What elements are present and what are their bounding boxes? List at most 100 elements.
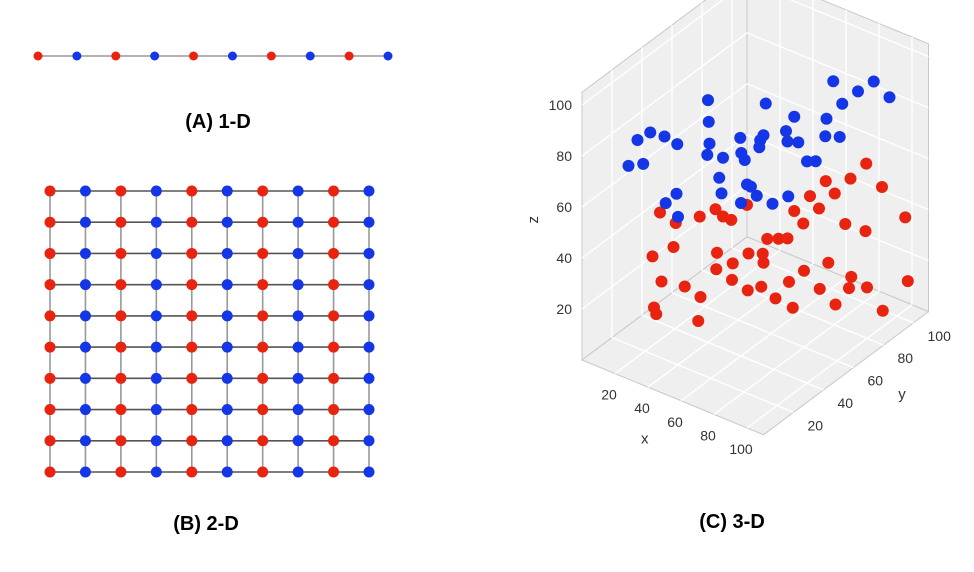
lattice-node bbox=[292, 185, 304, 197]
lattice-node bbox=[150, 466, 162, 478]
blue-point bbox=[852, 85, 864, 98]
grid-line bbox=[746, 32, 929, 109]
red-point bbox=[646, 250, 659, 263]
blue-point bbox=[659, 197, 672, 210]
lattice-node bbox=[186, 372, 198, 384]
red-point bbox=[761, 232, 774, 245]
lattice-node bbox=[79, 372, 91, 384]
chain-node bbox=[266, 51, 276, 61]
lattice-node bbox=[363, 216, 375, 228]
lattice-node bbox=[328, 341, 340, 353]
blue-point bbox=[780, 125, 792, 138]
lattice-node bbox=[186, 310, 198, 322]
lattice-node bbox=[257, 216, 269, 228]
red-point bbox=[757, 256, 770, 269]
chain-node bbox=[227, 51, 237, 61]
lattice-node bbox=[328, 247, 340, 259]
lattice-node bbox=[221, 404, 233, 416]
blue-point bbox=[702, 94, 714, 107]
red-point bbox=[726, 273, 738, 286]
lattice-node bbox=[328, 279, 340, 291]
grid-line bbox=[713, 290, 880, 415]
lattice-node bbox=[328, 216, 340, 228]
grid-line bbox=[581, 32, 748, 157]
lattice-node bbox=[115, 404, 127, 416]
lattice-node bbox=[115, 435, 127, 447]
blue-point bbox=[781, 135, 794, 148]
red-point bbox=[822, 256, 835, 269]
x-tick-label: 80 bbox=[700, 427, 716, 443]
red-point bbox=[648, 301, 660, 314]
blue-point bbox=[836, 97, 849, 110]
red-point bbox=[829, 298, 842, 311]
lattice-node bbox=[221, 435, 233, 447]
lattice-node bbox=[115, 216, 127, 228]
panel-c-label: (C) 3-D bbox=[699, 511, 765, 533]
z-tick-label: 100 bbox=[549, 97, 573, 113]
lattice-node bbox=[363, 247, 375, 259]
y-axis-title: y bbox=[898, 386, 906, 403]
grid-line bbox=[746, 134, 929, 211]
red-point bbox=[813, 282, 826, 295]
red-point bbox=[781, 232, 794, 245]
lattice-node bbox=[44, 185, 56, 197]
lattice-node bbox=[79, 404, 91, 416]
pane-floor bbox=[580, 236, 930, 436]
red-point bbox=[655, 275, 668, 288]
lattice-node bbox=[221, 279, 233, 291]
blue-point bbox=[701, 148, 714, 161]
blue-point bbox=[883, 91, 896, 104]
lattice-node bbox=[363, 466, 375, 478]
blue-point bbox=[631, 134, 644, 147]
lattice-node bbox=[186, 247, 198, 259]
grid-line bbox=[641, 314, 824, 391]
chain-node bbox=[150, 51, 160, 61]
lattice-node bbox=[328, 466, 340, 478]
lattice-node bbox=[44, 404, 56, 416]
lattice-node bbox=[292, 341, 304, 353]
blue-point bbox=[750, 189, 763, 202]
red-point bbox=[797, 217, 810, 230]
lattice-node bbox=[115, 466, 127, 478]
lattice-node bbox=[150, 341, 162, 353]
lattice-node bbox=[44, 216, 56, 228]
lattice-node bbox=[115, 372, 127, 384]
x-tick-label: 40 bbox=[634, 400, 650, 416]
blue-point bbox=[717, 151, 729, 164]
lattice-node bbox=[257, 372, 269, 384]
lattice-node bbox=[292, 466, 304, 478]
red-point bbox=[876, 304, 889, 317]
lattice-node bbox=[363, 185, 375, 197]
lattice-node bbox=[186, 404, 198, 416]
lattice-node bbox=[79, 341, 91, 353]
chain-node bbox=[383, 51, 393, 61]
red-point bbox=[692, 314, 705, 327]
y-tick-label: 20 bbox=[808, 417, 824, 433]
red-point bbox=[769, 292, 782, 305]
blue-point bbox=[819, 130, 832, 143]
y-tick-label: 60 bbox=[868, 373, 884, 389]
red-point bbox=[861, 281, 873, 294]
lattice-node bbox=[150, 435, 162, 447]
lattice-node bbox=[221, 310, 233, 322]
lattice-node bbox=[44, 341, 56, 353]
lattice-node bbox=[186, 279, 198, 291]
red-point bbox=[901, 275, 914, 288]
chain-node bbox=[305, 51, 315, 61]
red-point bbox=[828, 187, 841, 200]
z-tick-label: 60 bbox=[556, 199, 572, 215]
lattice-node bbox=[44, 310, 56, 322]
lattice-node bbox=[363, 341, 375, 353]
lattice-node bbox=[150, 279, 162, 291]
lattice-node bbox=[363, 310, 375, 322]
blue-point bbox=[713, 171, 726, 184]
lattice-node bbox=[221, 247, 233, 259]
lattice-node bbox=[292, 216, 304, 228]
lattice-node bbox=[44, 279, 56, 291]
z-tick-label: 20 bbox=[556, 301, 572, 317]
lattice-node bbox=[257, 466, 269, 478]
grid-line bbox=[746, 185, 929, 262]
lattice-node bbox=[221, 216, 233, 228]
lattice-node bbox=[221, 341, 233, 353]
lattice-node bbox=[44, 435, 56, 447]
